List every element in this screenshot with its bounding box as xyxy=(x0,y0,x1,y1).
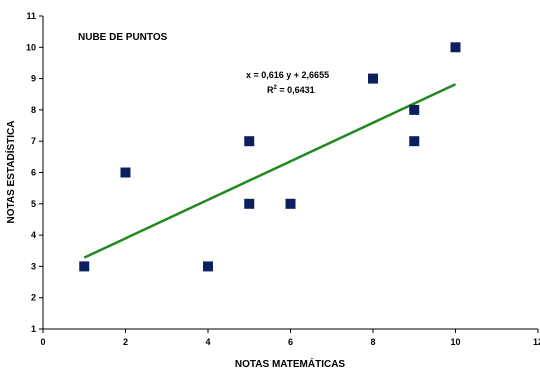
y-tick-label: 10 xyxy=(26,42,36,52)
r-squared-prefix: R xyxy=(267,85,274,95)
data-point xyxy=(203,261,213,272)
axes-layer: 1234567891011024681012 xyxy=(26,11,540,347)
y-tick-label: 4 xyxy=(31,230,36,240)
data-point xyxy=(409,136,420,147)
data-point xyxy=(79,261,90,272)
trendline-equation: x = 0,616 y + 2,6655 xyxy=(246,70,329,80)
x-tick-label: 8 xyxy=(370,337,375,347)
y-tick-label: 9 xyxy=(31,74,36,84)
y-axis-title: NOTAS ESTADÍSTICA xyxy=(4,121,17,224)
data-point xyxy=(285,198,296,209)
y-tick-label: 3 xyxy=(31,261,36,271)
y-tick-label: 1 xyxy=(31,324,36,334)
x-tick-label: 0 xyxy=(40,337,45,347)
y-tick-label: 7 xyxy=(31,136,36,146)
trendline xyxy=(83,83,457,259)
data-point xyxy=(450,42,461,53)
data-point xyxy=(368,73,378,84)
y-tick-label: 5 xyxy=(31,199,36,209)
r-squared-value: = 0,6431 xyxy=(277,85,315,95)
x-tick-label: 10 xyxy=(450,337,460,347)
data-point xyxy=(120,167,131,178)
chart-title: NUBE DE PUNTOS xyxy=(78,32,168,43)
points-layer xyxy=(79,42,461,272)
trendline-layer xyxy=(83,83,457,259)
data-point xyxy=(409,104,420,115)
x-axis-title: NOTAS MATEMÁTICAS xyxy=(235,357,346,370)
x-tick-label: 6 xyxy=(288,337,293,347)
data-point xyxy=(244,198,255,209)
y-tick-label: 11 xyxy=(26,11,36,21)
r-squared-exponent: 2 xyxy=(274,85,278,91)
y-tick-label: 2 xyxy=(31,293,36,303)
y-tick-label: 8 xyxy=(31,105,36,115)
data-point xyxy=(244,136,255,147)
x-tick-label: 4 xyxy=(205,337,210,347)
y-tick-label: 6 xyxy=(31,168,36,178)
x-tick-label: 2 xyxy=(123,337,128,347)
r-squared-label: R2 = 0,6431 xyxy=(267,85,315,95)
x-tick-label: 12 xyxy=(533,337,540,347)
